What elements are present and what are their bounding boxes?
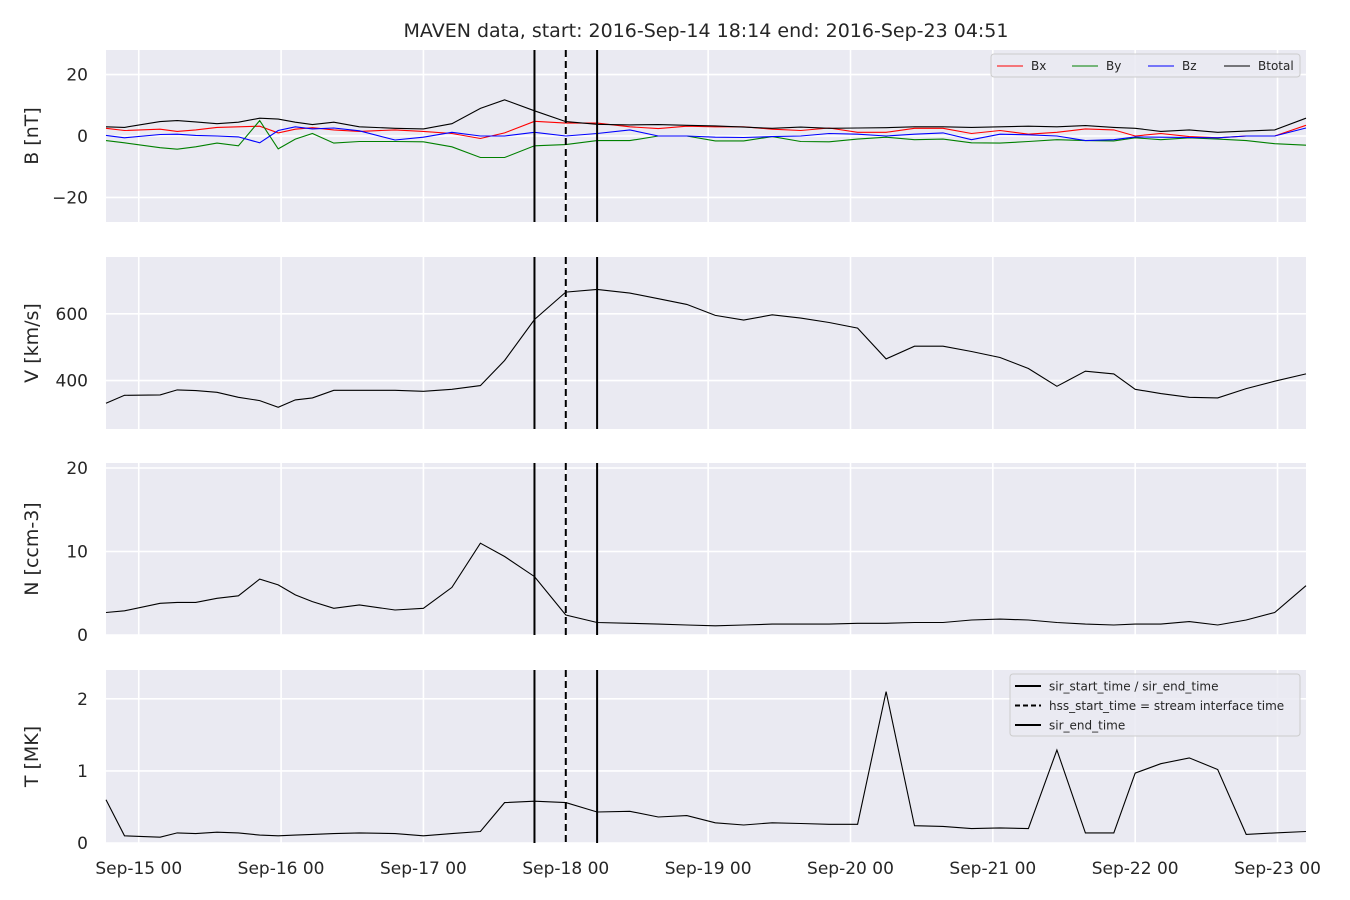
y-tick-label: 0 [77, 834, 88, 854]
y-axis-label: B [nT] [21, 107, 43, 165]
series-line [105, 288, 1307, 408]
series-bz [105, 126, 1307, 144]
legend-entry: sir_end_time [1049, 719, 1125, 733]
panel-1: −20 0 20 B [nT] Bx By Bz Btotal [21, 50, 1307, 222]
x-tick-label: Sep-22 00 [1092, 859, 1179, 879]
series-bx [105, 120, 1307, 140]
legend-box [1009, 673, 1301, 737]
x-tick-label: Sep-23 00 [1234, 859, 1321, 879]
y-tick-label: 1 [77, 762, 88, 782]
legend-entry-bz: Bz [1182, 59, 1197, 73]
x-tick-label: Sep-16 00 [238, 859, 325, 879]
series-line [105, 691, 1307, 838]
y-tick-label: 400 [56, 372, 88, 392]
x-tick-label: Sep-15 00 [95, 859, 182, 879]
y-tick-label: 0 [77, 127, 88, 147]
x-tick-label: Sep-20 00 [807, 859, 894, 879]
x-tick-label: Sep-17 00 [380, 859, 467, 879]
y-tick-label: −20 [52, 188, 88, 208]
y-axis-label: V [km/s] [21, 303, 43, 383]
y-tick-label: 600 [56, 305, 88, 325]
y-tick-label: 2 [77, 690, 88, 710]
x-tick-label: Sep-21 00 [949, 859, 1036, 879]
y-axis-label: T [MK] [21, 726, 43, 788]
x-tick-label: Sep-18 00 [522, 859, 609, 879]
legend-entry-btotal: Btotal [1258, 59, 1294, 73]
y-tick-label: 10 [66, 543, 88, 563]
series-btotal [105, 99, 1307, 133]
y-tick-label: 20 [66, 459, 88, 479]
panel-3: 0 10 20 N [ccm-3] [21, 459, 1307, 646]
y-axis-label: N [ccm-3] [21, 502, 43, 595]
series-line [105, 542, 1307, 627]
legend-entry-bx: Bx [1031, 59, 1046, 73]
panel-4: 0 1 2 T [MK] sir_start_time / sir_end_timehs… [21, 670, 1321, 879]
y-tick-label: 0 [77, 626, 88, 646]
y-tick-label: 20 [66, 66, 88, 86]
x-tick-label: Sep-19 00 [665, 859, 752, 879]
legend-events: sir_start_time / sir_end_time hss_start_t… [1009, 673, 1301, 737]
panel-2: 400 600 V [km/s] [21, 257, 1307, 429]
legend-entry: hss_start_time = stream interface time [1049, 699, 1284, 713]
panel-background [106, 463, 1306, 635]
chart-title: MAVEN data, start: 2016-Sep-14 18:14 end… [404, 20, 1009, 42]
panel-background [106, 257, 1306, 429]
legend-b: Bx By Bz Btotal [990, 53, 1301, 78]
legend-box [990, 53, 1301, 78]
legend-entry-by: By [1106, 59, 1121, 73]
legend-entry: sir_start_time / sir_end_time [1049, 680, 1219, 694]
